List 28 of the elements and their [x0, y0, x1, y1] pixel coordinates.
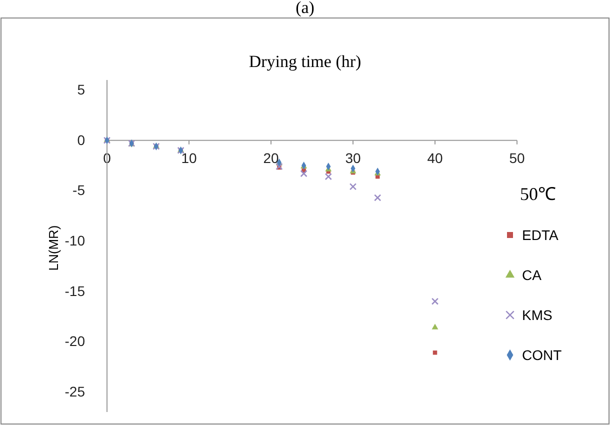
x-tick-label: 10: [181, 150, 197, 166]
y-axis-title: LN(MR): [46, 225, 61, 271]
x-tick-label: 50: [509, 150, 525, 166]
chart-title: (a): [296, 0, 314, 17]
y-tick-label: -10: [64, 232, 86, 248]
x-tick-label: 30: [345, 150, 361, 166]
y-tick-label: 0: [77, 132, 86, 148]
legend-label: EDTA: [522, 227, 559, 243]
point: [432, 350, 438, 355]
y-tick-label: -25: [64, 383, 86, 400]
legend-label: KMS: [522, 307, 552, 323]
point: [431, 298, 439, 305]
point: [276, 162, 283, 170]
y-tick-label: -5: [72, 182, 86, 198]
x-tick-label: 20: [263, 150, 279, 166]
point: [300, 170, 308, 178]
x-tick-label: 40: [427, 150, 443, 166]
legend-label: CONT: [522, 347, 562, 363]
legend-title: 50℃: [520, 184, 556, 204]
point: [374, 194, 382, 202]
point: [324, 173, 332, 180]
point: [432, 324, 438, 330]
y-tick-label: 5: [77, 82, 86, 98]
x-axis-title: Drying time (hr): [248, 52, 362, 71]
y-tick-label: -15: [64, 282, 86, 299]
legend-label: CA: [522, 267, 542, 283]
y-tick-label: -20: [64, 333, 86, 350]
point: [349, 183, 357, 190]
